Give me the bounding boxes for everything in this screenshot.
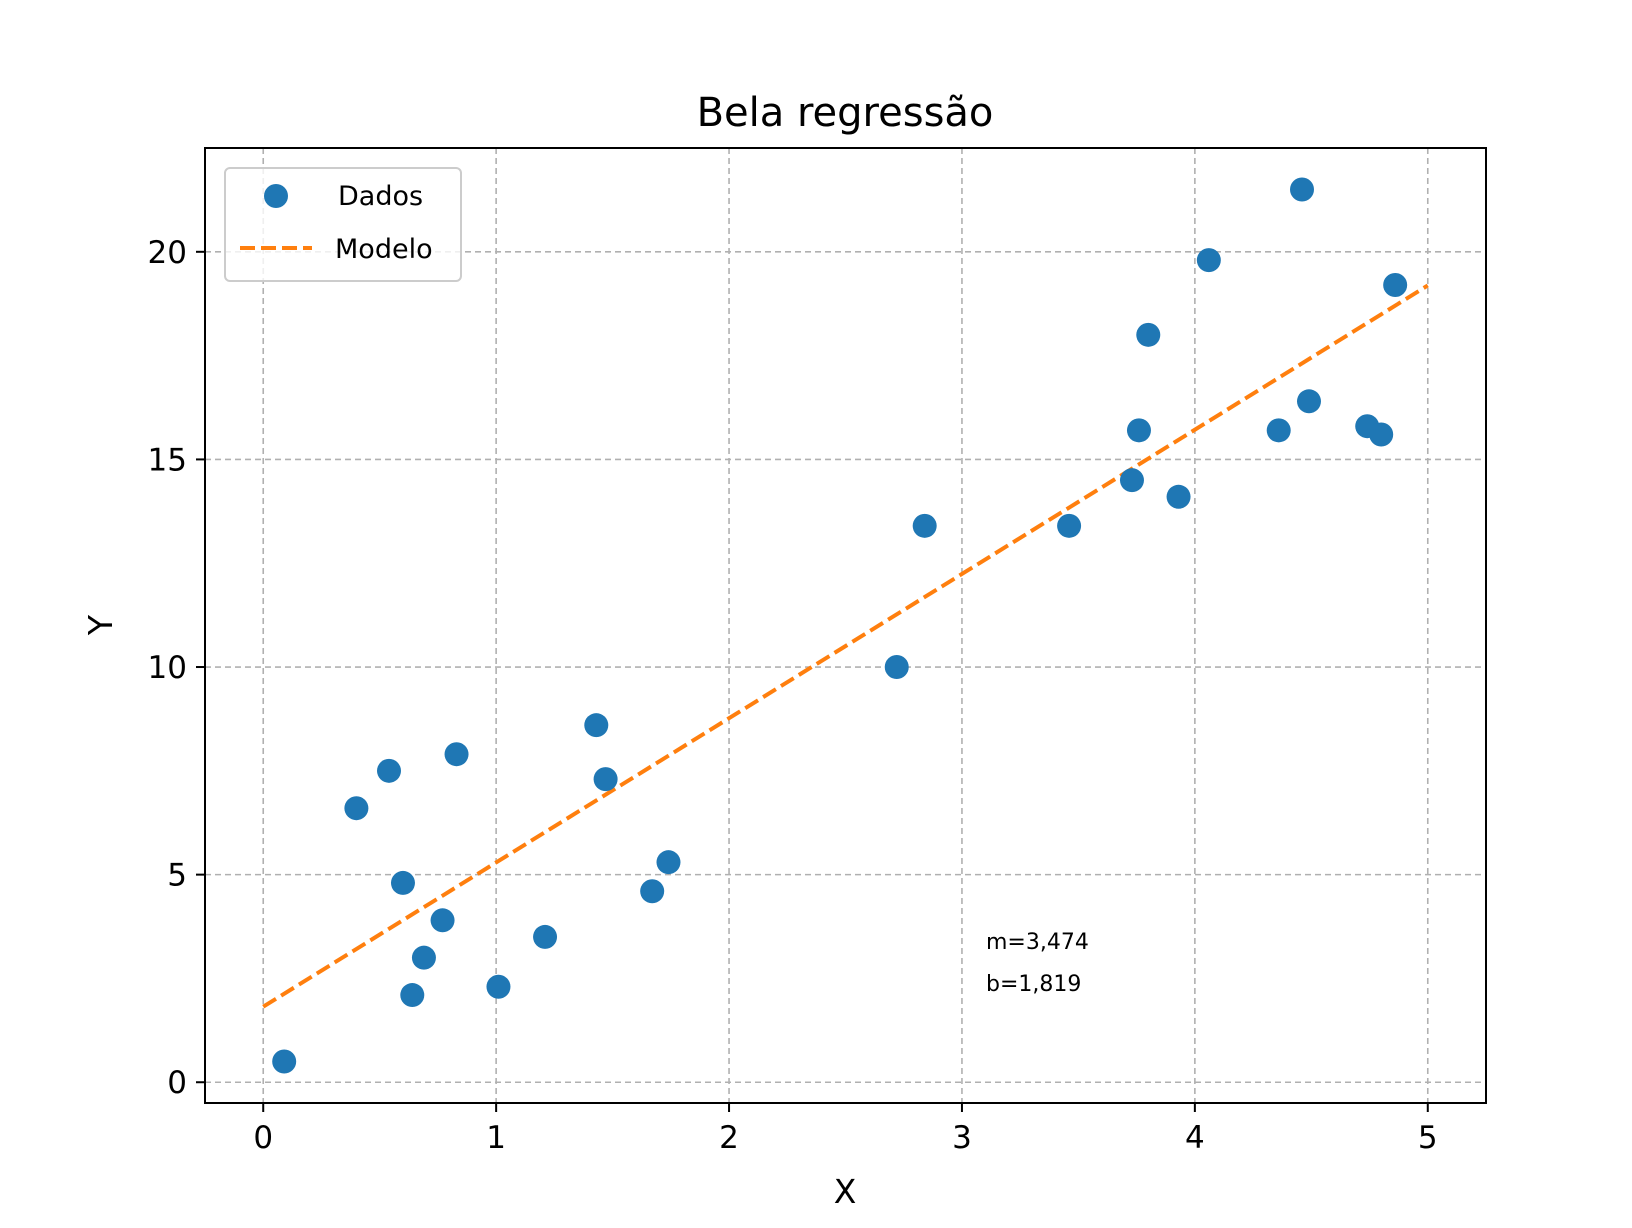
y-tick-label: 0 [167,1065,187,1101]
data-point [1126,418,1151,443]
y-tick-label: 15 [148,442,187,478]
data-point [376,758,401,783]
plot-frame [204,147,1487,1104]
legend-marker-dados [264,184,288,208]
data-point [400,983,425,1008]
data-point [912,513,937,538]
data-point [390,870,415,895]
data-point [1196,248,1221,273]
x-tick-label: 4 [1185,1120,1205,1156]
y-tick-label: 20 [148,235,187,271]
data-point [1296,389,1321,414]
data-point [1290,177,1315,202]
data-point [344,796,369,821]
data-point [1266,418,1291,443]
grid-lines [205,148,1486,1103]
legend-label-dados: Dados [338,181,423,212]
data-point [640,879,665,904]
x-tick-label: 5 [1418,1120,1438,1156]
legend-label-modelo: Modelo [335,234,433,265]
data-point [1383,273,1408,298]
x-axis-label: X [834,1172,857,1211]
data-point [272,1049,297,1074]
data-point [593,767,618,792]
data-point [1166,484,1191,509]
data-points [272,177,1408,1074]
chart-title: Bela regressão [697,90,994,136]
x-tick-label: 2 [719,1120,739,1156]
data-point [533,924,558,949]
legend: Dados Modelo [224,167,462,282]
annotation-intercept: b=1,819 [986,972,1081,997]
y-axis-label: Y [81,614,120,636]
data-point [584,713,609,738]
model-line-layer [262,283,1429,1009]
data-point [1119,468,1144,493]
data-point [1369,422,1394,447]
x-tick-label: 0 [253,1120,273,1156]
x-tick-label: 1 [486,1120,506,1156]
annotation-slope: m=3,474 [986,930,1089,955]
data-point [656,850,681,875]
axis-ticks: 0 1 2 3 4 5 0 5 10 15 20 [148,235,1438,1156]
data-point [411,945,436,970]
data-point [1057,513,1082,538]
y-tick-label: 10 [148,650,187,686]
y-tick-label: 5 [167,858,187,894]
data-point [884,655,909,680]
data-point [486,974,511,999]
data-point [430,908,455,933]
data-point [444,742,469,767]
data-point [1136,322,1161,347]
model-regression-line [262,283,1429,1009]
x-tick-label: 3 [952,1120,972,1156]
